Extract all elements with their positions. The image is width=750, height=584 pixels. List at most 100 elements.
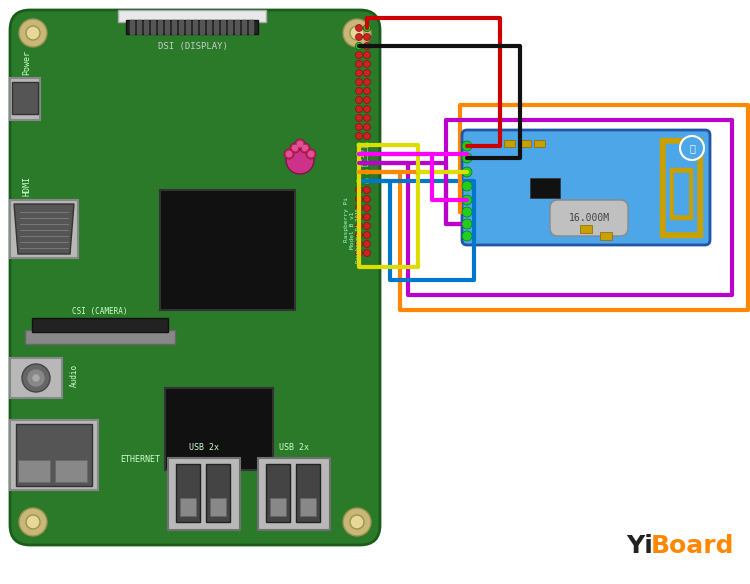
Bar xyxy=(242,20,246,34)
Circle shape xyxy=(356,25,362,32)
Circle shape xyxy=(26,26,40,40)
Bar xyxy=(55,460,87,482)
Bar xyxy=(179,20,183,34)
Circle shape xyxy=(356,151,362,158)
Circle shape xyxy=(356,231,362,238)
Circle shape xyxy=(364,151,370,158)
Circle shape xyxy=(343,508,371,536)
Bar xyxy=(674,173,688,214)
Bar xyxy=(534,140,545,147)
Bar xyxy=(168,458,240,530)
Circle shape xyxy=(356,106,362,113)
Bar xyxy=(130,20,134,34)
Circle shape xyxy=(462,167,472,177)
Bar xyxy=(180,498,196,516)
Circle shape xyxy=(356,249,362,256)
Circle shape xyxy=(364,178,370,185)
Circle shape xyxy=(356,133,362,140)
Circle shape xyxy=(364,159,370,166)
Circle shape xyxy=(356,114,362,121)
Text: USB 2x: USB 2x xyxy=(279,443,309,452)
Circle shape xyxy=(356,61,362,68)
Circle shape xyxy=(308,151,314,157)
Circle shape xyxy=(364,214,370,221)
Circle shape xyxy=(364,25,370,32)
Circle shape xyxy=(356,223,362,230)
Circle shape xyxy=(462,181,472,191)
Circle shape xyxy=(356,69,362,77)
Bar xyxy=(266,464,290,522)
Bar xyxy=(32,318,168,332)
Bar xyxy=(16,424,92,486)
Circle shape xyxy=(356,141,362,148)
Circle shape xyxy=(462,231,472,241)
Bar xyxy=(520,140,531,147)
Circle shape xyxy=(356,33,362,40)
Circle shape xyxy=(286,151,292,157)
Circle shape xyxy=(364,114,370,121)
Circle shape xyxy=(356,141,362,148)
Circle shape xyxy=(356,178,362,185)
Text: 16.000M: 16.000M xyxy=(568,213,610,223)
FancyBboxPatch shape xyxy=(10,10,380,545)
Circle shape xyxy=(462,153,472,163)
Circle shape xyxy=(364,88,370,95)
Bar xyxy=(214,20,218,34)
FancyBboxPatch shape xyxy=(462,130,710,245)
Bar xyxy=(270,498,286,516)
Circle shape xyxy=(364,25,370,32)
Circle shape xyxy=(364,159,370,166)
Bar xyxy=(118,10,266,22)
Circle shape xyxy=(364,78,370,85)
Circle shape xyxy=(364,51,370,58)
Bar xyxy=(193,20,197,34)
Bar xyxy=(580,225,592,233)
Circle shape xyxy=(290,143,300,153)
Circle shape xyxy=(364,186,370,193)
Bar xyxy=(12,82,38,114)
Text: DSI (DISPLAY): DSI (DISPLAY) xyxy=(158,42,228,51)
Bar xyxy=(144,20,148,34)
Circle shape xyxy=(462,195,472,205)
Circle shape xyxy=(364,96,370,103)
Circle shape xyxy=(356,204,362,211)
Text: HDMI: HDMI xyxy=(22,176,32,196)
Circle shape xyxy=(356,169,362,176)
Bar xyxy=(670,168,692,219)
Circle shape xyxy=(298,141,302,147)
Circle shape xyxy=(286,146,314,174)
Text: USB 2x: USB 2x xyxy=(189,443,219,452)
Circle shape xyxy=(364,204,370,211)
Bar xyxy=(249,20,253,34)
Circle shape xyxy=(22,364,50,392)
Circle shape xyxy=(356,78,362,85)
Circle shape xyxy=(356,151,362,158)
Text: Audio: Audio xyxy=(70,363,79,387)
Circle shape xyxy=(356,241,362,248)
Circle shape xyxy=(680,136,704,160)
Circle shape xyxy=(364,133,370,140)
Circle shape xyxy=(350,515,364,529)
Circle shape xyxy=(364,69,370,77)
Text: Raspberry Pi 2015: Raspberry Pi 2015 xyxy=(356,207,361,263)
Bar xyxy=(160,190,295,310)
Circle shape xyxy=(364,33,370,40)
Circle shape xyxy=(306,149,316,159)
Circle shape xyxy=(364,43,370,50)
Bar xyxy=(165,20,169,34)
Circle shape xyxy=(356,169,362,176)
Circle shape xyxy=(356,96,362,103)
Bar xyxy=(296,464,320,522)
Text: Board: Board xyxy=(651,534,734,558)
Bar xyxy=(258,458,330,530)
Circle shape xyxy=(284,149,294,159)
Circle shape xyxy=(462,141,472,151)
Circle shape xyxy=(19,508,47,536)
Circle shape xyxy=(302,145,307,151)
Polygon shape xyxy=(14,204,74,254)
Bar xyxy=(18,460,50,482)
Bar xyxy=(504,140,515,147)
Text: Yi: Yi xyxy=(626,534,652,558)
Circle shape xyxy=(364,178,370,185)
Bar xyxy=(137,20,141,34)
